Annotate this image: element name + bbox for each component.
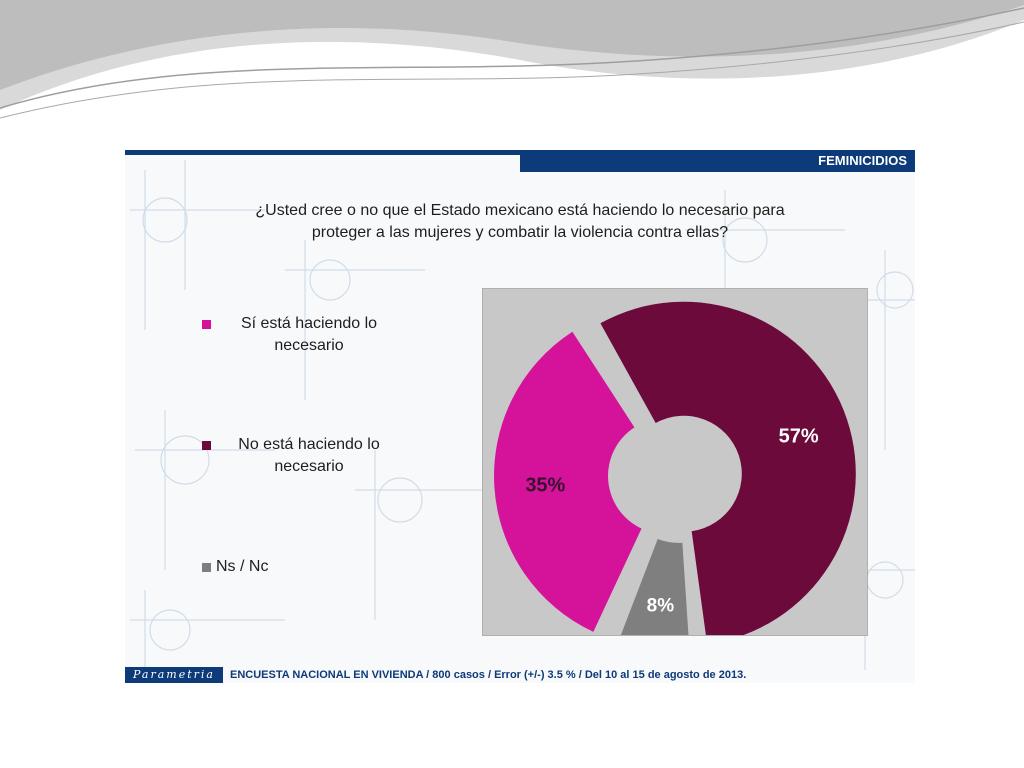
legend-swatch-no: [202, 441, 211, 450]
legend-item-no: No está haciendo lo necesario: [202, 434, 402, 478]
legend-label-no-line2: necesario: [274, 458, 344, 475]
legend-swatch-nsnc: [202, 563, 211, 572]
chart-area: 35% 57% 8%: [482, 288, 868, 636]
legend-swatch-si: [202, 320, 211, 329]
doughnut-chart: 35% 57% 8%: [494, 301, 856, 635]
question-line-1: ¿Usted cree o no que el Estado mexicano …: [255, 202, 785, 219]
legend-item-nsnc: Ns / Nc: [202, 556, 268, 578]
legend-label-no-line1: No está haciendo lo: [238, 436, 380, 453]
legend-item-si: Sí está haciendo lo necesario: [202, 313, 402, 357]
legend-label-si-line2: necesario: [274, 337, 344, 354]
slice-si: [494, 331, 642, 632]
survey-question: ¿Usted cree o no que el Estado mexicano …: [235, 200, 805, 244]
section-header: FEMINICIDIOS: [520, 150, 915, 172]
data-label-no: 57%: [779, 426, 819, 448]
survey-footnote: ENCUESTA NACIONAL EN VIVIENDA / 800 caso…: [230, 669, 747, 681]
section-label: FEMINICIDIOS: [818, 153, 907, 168]
background-wave-decoration: [0, 0, 1024, 119]
data-label-si: 35%: [525, 474, 565, 496]
slice-nsnc: [620, 539, 689, 635]
slide-panel: FEMINICIDIOS ¿Usted cree o no que el Est…: [125, 150, 915, 683]
legend-label-nsnc: Ns / Nc: [216, 558, 269, 575]
parametria-logo: Parametria: [125, 667, 223, 683]
slice-no: [600, 301, 856, 635]
question-line-2: proteger a las mujeres y combatir la vio…: [311, 224, 729, 241]
legend-label-si-line1: Sí está haciendo lo: [240, 315, 378, 332]
data-label-nsnc: 8%: [647, 596, 675, 617]
